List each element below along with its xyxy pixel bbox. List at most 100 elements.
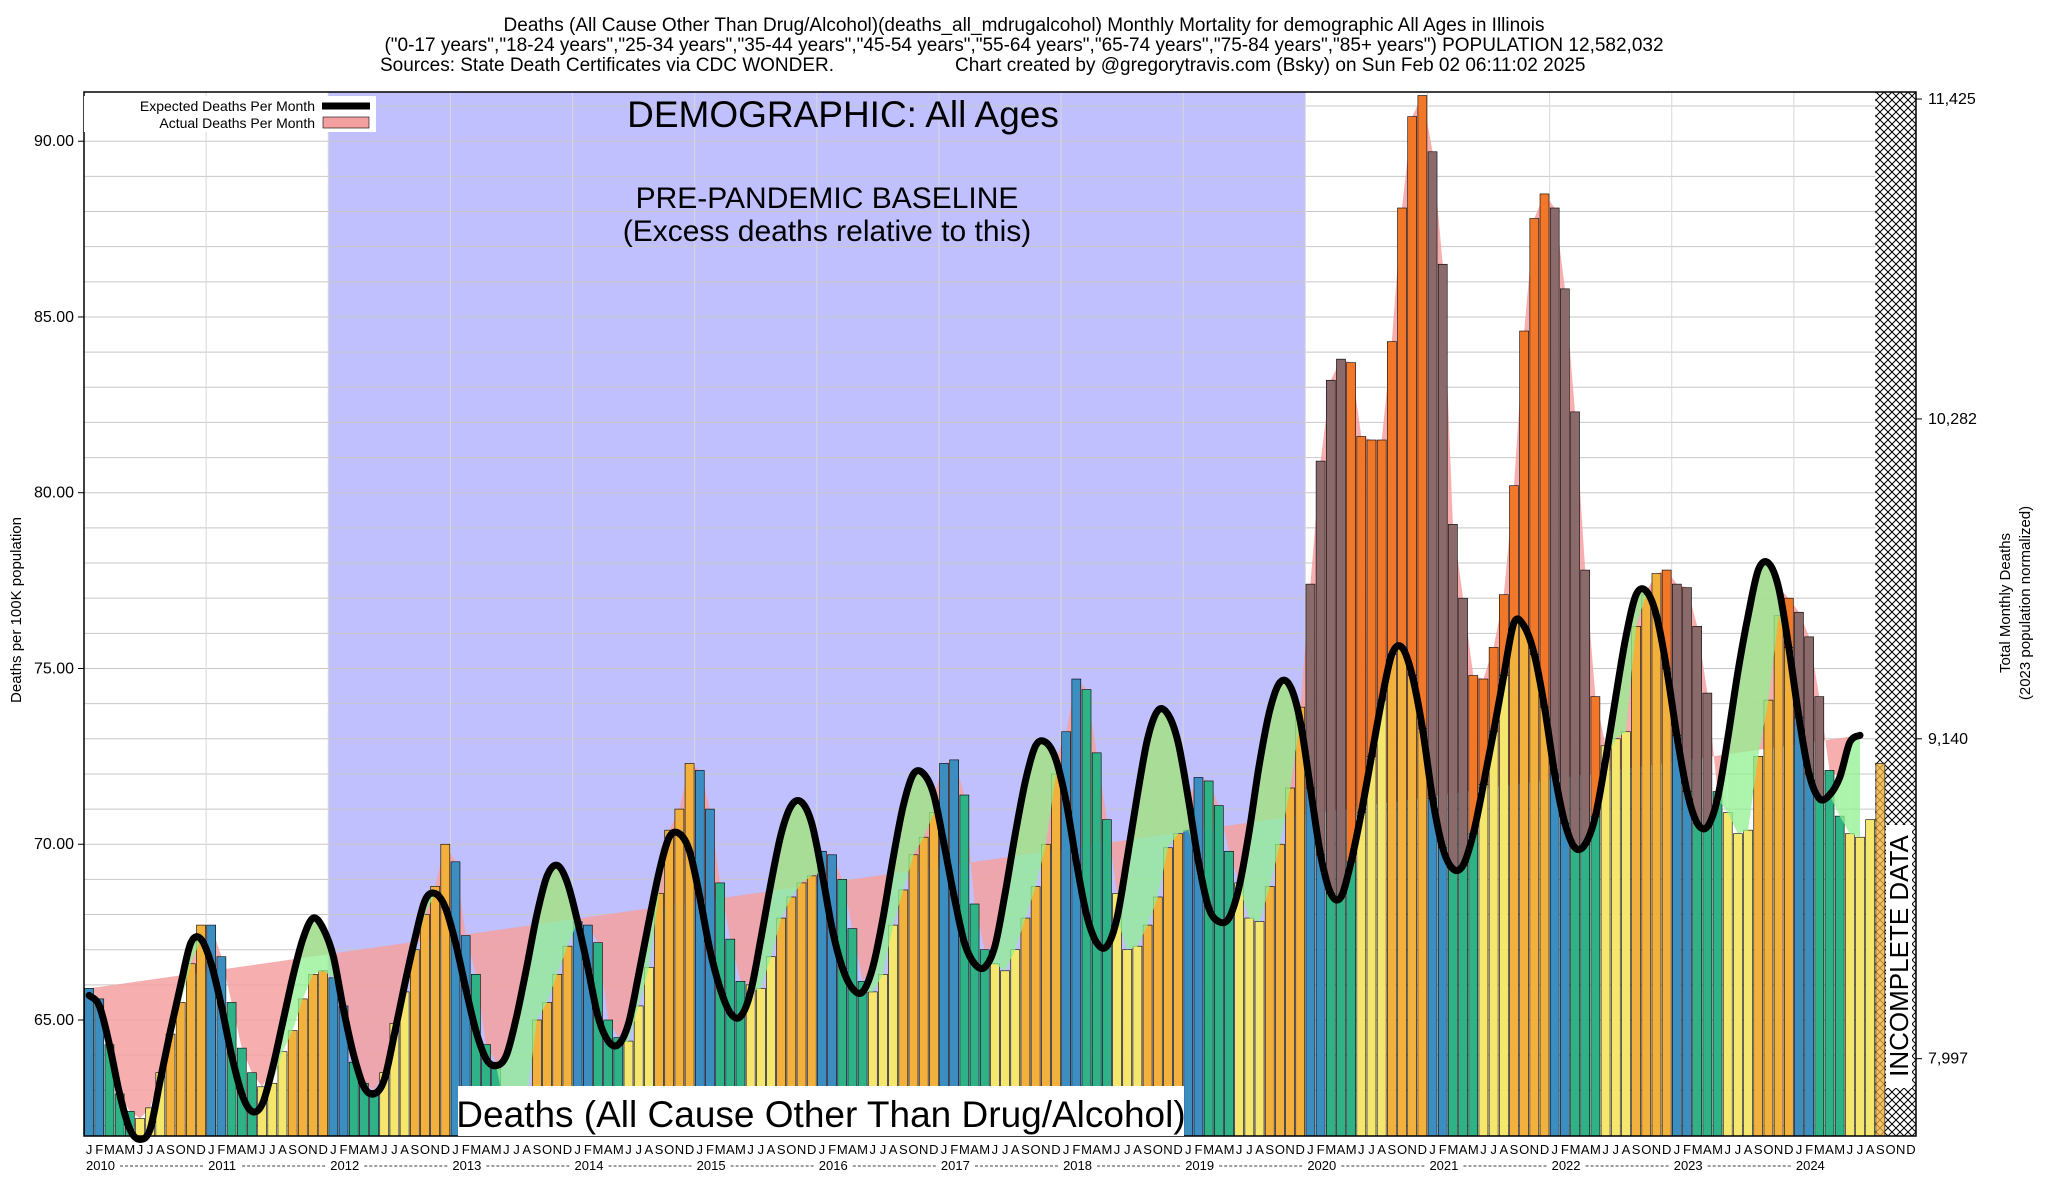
- y-tick-label-right: 9,140: [1928, 731, 1968, 748]
- month-tick-label: S: [1876, 1142, 1885, 1157]
- month-tick-label: M: [1081, 1142, 1092, 1157]
- chart-credit: Chart created by @gregorytravis.com (Bsk…: [955, 55, 1585, 76]
- bar-base: [1407, 675, 1417, 1137]
- month-tick-label: S: [288, 1142, 297, 1157]
- month-tick-label: S: [1754, 1142, 1763, 1157]
- month-tick-label: A: [1011, 1142, 1020, 1157]
- bar: [1600, 745, 1611, 1137]
- below-expected-segment: [1127, 795, 1138, 950]
- y-tick-label: 70.00: [34, 836, 74, 853]
- month-tick-label: A: [1499, 1142, 1508, 1157]
- bar: [1183, 829, 1194, 1137]
- month-tick-label: F: [1194, 1142, 1202, 1157]
- expected-deaths-line: [85, 558, 1864, 1143]
- month-tick-label: N: [1408, 1142, 1417, 1157]
- month-tick-label: F: [1683, 1142, 1691, 1157]
- y-tick-label: 85.00: [34, 309, 74, 326]
- month-tick-label: N: [1285, 1142, 1294, 1157]
- month-tick-label: F: [706, 1142, 714, 1157]
- month-tick-label: A: [237, 1142, 246, 1157]
- month-tick-label: J: [330, 1142, 337, 1157]
- below-expected-segment: [1839, 742, 1850, 834]
- month-tick-label: J: [208, 1142, 215, 1157]
- month-tick-label: N: [1774, 1142, 1783, 1157]
- bar-base: [1315, 854, 1326, 1137]
- month-tick-label: A: [400, 1142, 409, 1157]
- bar: [959, 794, 970, 1137]
- bottom-title-box: [458, 1086, 1184, 1136]
- bar: [1855, 836, 1865, 1137]
- month-tick-label: M: [613, 1142, 624, 1157]
- below-expected-segment: [1157, 710, 1168, 897]
- bar: [1834, 815, 1845, 1137]
- y-tick-label: 90.00: [34, 133, 74, 150]
- month-tick-label: O: [298, 1142, 308, 1157]
- month-tick-label: O: [786, 1142, 796, 1157]
- month-tick-label: J: [381, 1142, 388, 1157]
- month-tick-label: M: [593, 1142, 604, 1157]
- month-tick-label: F: [1561, 1142, 1569, 1157]
- month-tick-label: M: [1814, 1142, 1825, 1157]
- month-tick-label: M: [124, 1142, 135, 1157]
- month-tick-label: M: [247, 1142, 258, 1157]
- bar-excess: [1519, 330, 1529, 627]
- month-tick-label: A: [604, 1142, 613, 1157]
- legend-expected-label: Expected Deaths Per Month: [140, 98, 315, 114]
- bar: [1051, 773, 1061, 1137]
- month-tick-label: J: [625, 1142, 632, 1157]
- bar: [1244, 917, 1255, 1137]
- bar: [1743, 829, 1753, 1137]
- bar: [684, 763, 695, 1137]
- month-tick-label: M: [735, 1142, 746, 1157]
- bar-base: [1356, 812, 1367, 1137]
- bar-base: [1580, 843, 1591, 1137]
- month-tick-label: M: [1834, 1142, 1845, 1157]
- y-tick-label: 65.00: [34, 1012, 74, 1029]
- y-axis-label-left: Deaths per 100K population: [8, 517, 25, 703]
- month-tick-label: A: [1622, 1142, 1631, 1157]
- month-tick-label: J: [819, 1142, 826, 1157]
- bar-excess: [1814, 696, 1825, 799]
- month-tick-label: N: [1530, 1142, 1539, 1157]
- month-tick-label: F: [950, 1142, 958, 1157]
- bar: [1275, 843, 1285, 1137]
- year-tick-label: 2013: [452, 1158, 481, 1173]
- month-tick-label: J: [1185, 1142, 1192, 1157]
- month-tick-label: A: [767, 1142, 776, 1157]
- bar: [1203, 780, 1214, 1137]
- below-expected-segment: [771, 833, 782, 957]
- month-tick-label: A: [278, 1142, 287, 1157]
- bar-excess: [1437, 263, 1448, 849]
- month-tick-label: J: [86, 1142, 93, 1157]
- month-tick-label: M: [1692, 1142, 1703, 1157]
- bar-base: [1560, 822, 1570, 1137]
- year-tick-label: 2023: [1674, 1158, 1703, 1173]
- month-tick-label: M: [1712, 1142, 1723, 1157]
- month-tick-label: J: [747, 1142, 754, 1157]
- below-expected-segment: [292, 939, 303, 1031]
- month-tick-label: A: [1581, 1142, 1590, 1157]
- month-tick-label: N: [308, 1142, 317, 1157]
- month-tick-label: D: [1418, 1142, 1427, 1157]
- month-tick-label: N: [675, 1142, 684, 1157]
- bar: [1224, 850, 1234, 1137]
- month-tick-label: J: [513, 1142, 520, 1157]
- month-tick-label: J: [941, 1142, 948, 1157]
- month-tick-label: N: [186, 1142, 195, 1157]
- below-expected-segment: [1849, 735, 1860, 838]
- month-tick-label: O: [176, 1142, 186, 1157]
- bar: [1641, 594, 1652, 1137]
- month-tick-label: J: [1602, 1142, 1609, 1157]
- bar: [420, 914, 430, 1137]
- month-tick-label: S: [899, 1142, 908, 1157]
- month-tick-label: N: [1163, 1142, 1172, 1157]
- bar-base: [1397, 647, 1407, 1137]
- bar: [1651, 573, 1662, 1137]
- bar: [440, 843, 451, 1137]
- bar-excess: [1366, 439, 1377, 757]
- month-tick-label: S: [1021, 1142, 1030, 1157]
- below-expected-segment: [547, 865, 558, 1003]
- bottom-title: Deaths (All Cause Other Than Drug/Alcoho…: [456, 1094, 1185, 1135]
- below-expected-segment: [1035, 742, 1046, 887]
- month-tick-label: A: [848, 1142, 857, 1157]
